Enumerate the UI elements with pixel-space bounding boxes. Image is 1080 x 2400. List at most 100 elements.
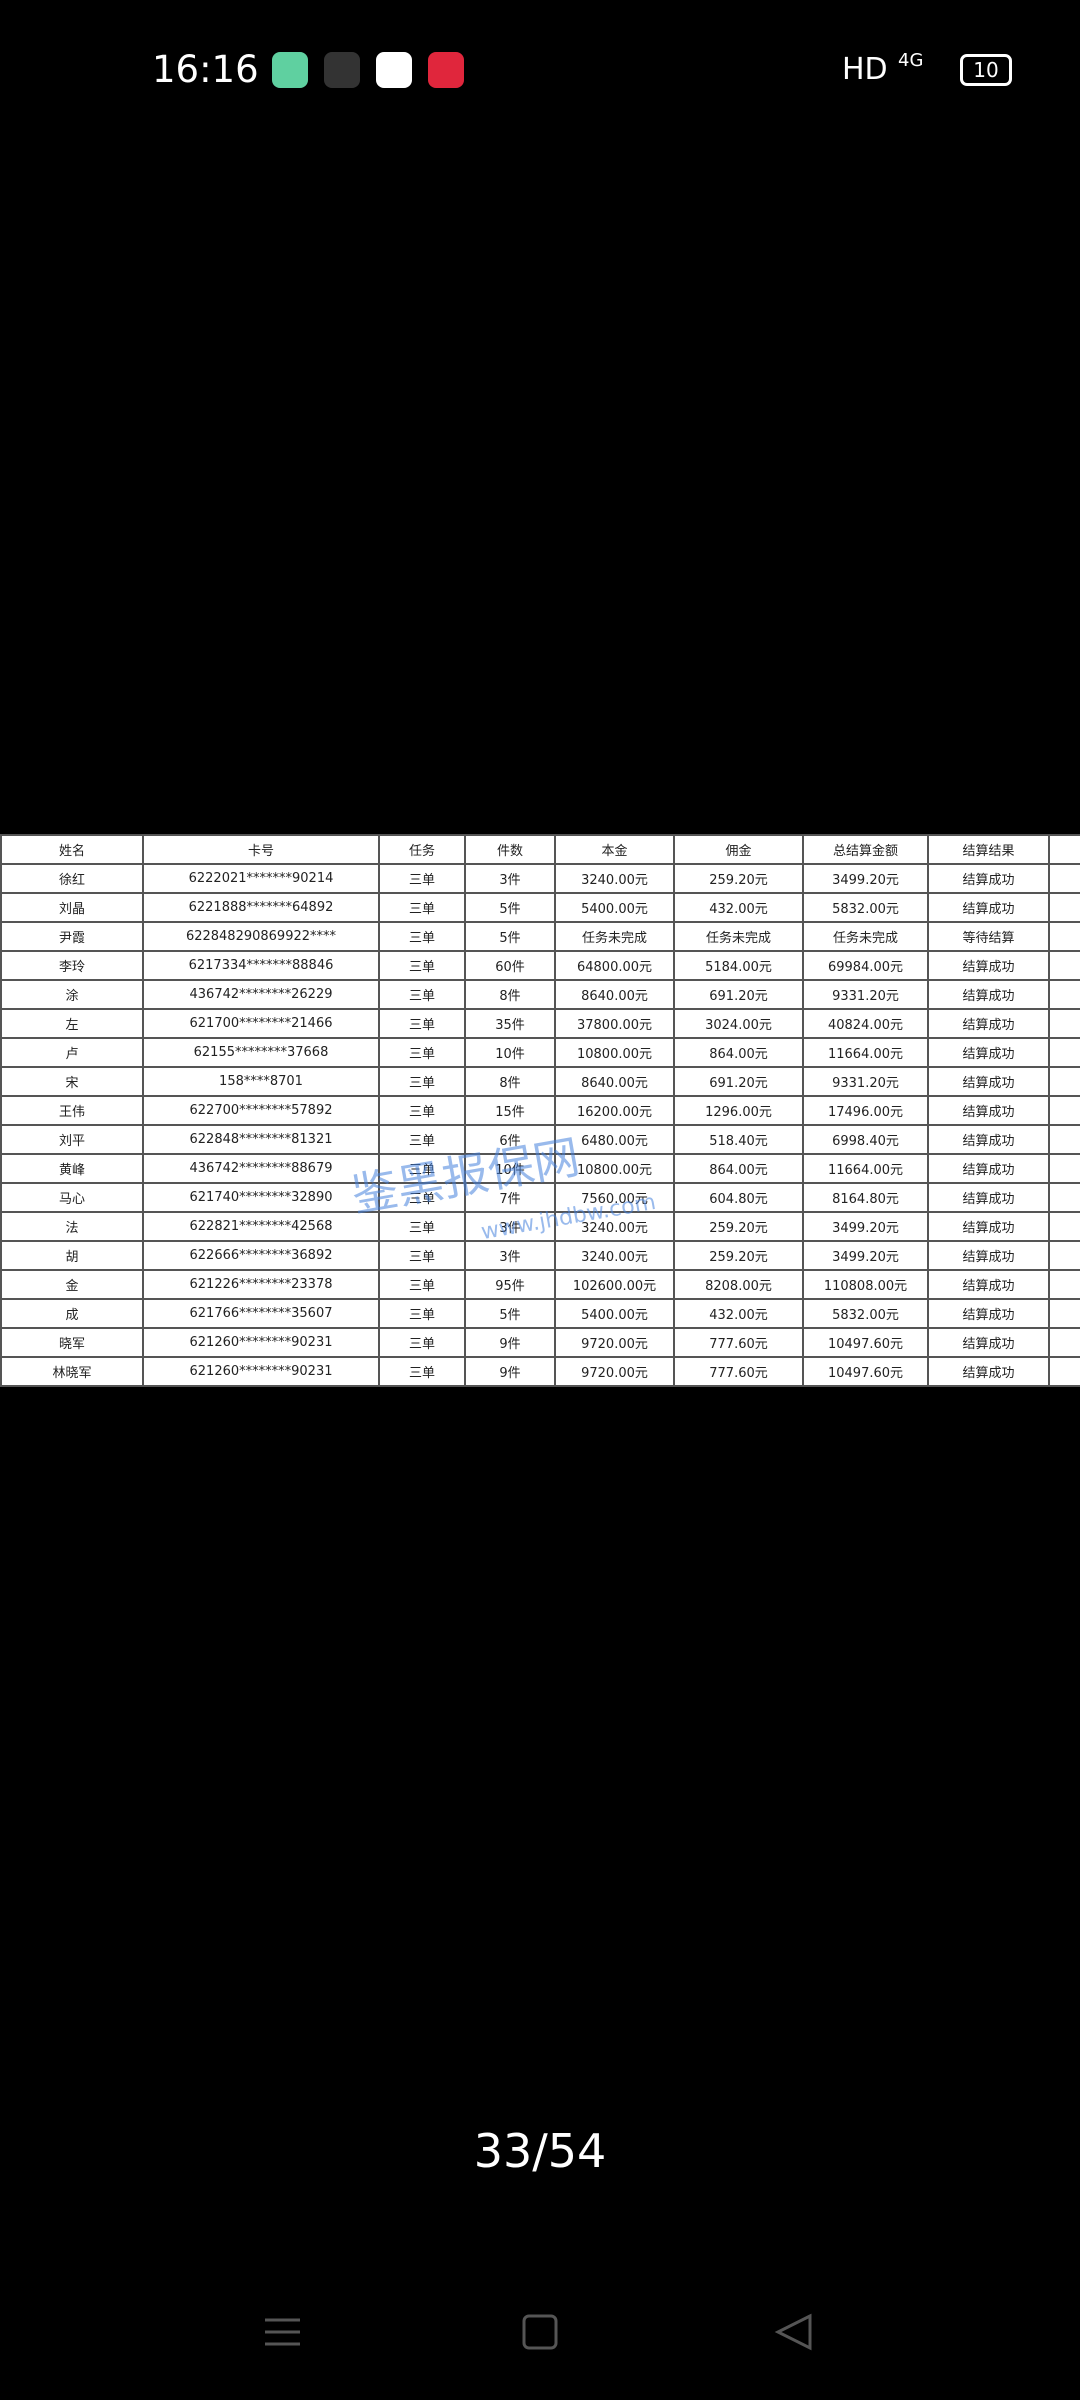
cell: 10件 <box>464 1037 556 1068</box>
cell: 结算成功 <box>927 950 1050 981</box>
cell: 结算成功 <box>927 1327 1050 1358</box>
cell: 本金 <box>554 834 675 865</box>
cell: 三单 <box>378 892 466 923</box>
empty-cell <box>1048 1182 1080 1213</box>
cell: 9331.20元 <box>802 979 929 1010</box>
cell: 622848290869922**** <box>142 921 380 952</box>
cell: 三单 <box>378 1211 466 1242</box>
empty-cell <box>1048 1356 1080 1387</box>
cell: 259.20元 <box>673 863 804 894</box>
cell: 158****8701 <box>142 1066 380 1097</box>
empty-cell <box>1048 1240 1080 1271</box>
cell: 37800.00元 <box>554 1008 675 1039</box>
cell: 三单 <box>378 1095 466 1126</box>
cell: 110808.00元 <box>802 1269 929 1300</box>
cell: 621226********23378 <box>142 1269 380 1300</box>
cell: 总结算金额 <box>802 834 929 865</box>
cell: 任务 <box>378 834 466 865</box>
cell: 三单 <box>378 921 466 952</box>
cell: 10800.00元 <box>554 1153 675 1184</box>
cell: 64800.00元 <box>554 950 675 981</box>
cell: 黄峰 <box>0 1153 144 1184</box>
cell: 结算成功 <box>927 1153 1050 1184</box>
cell: 6998.40元 <box>802 1124 929 1155</box>
table-row: 金 621226********23378 三单 95件 102600.00元 8208.… <box>0 1269 1080 1300</box>
cell: 9720.00元 <box>554 1356 675 1387</box>
empty-cell <box>1048 1095 1080 1126</box>
cell: 5400.00元 <box>554 892 675 923</box>
cell: 三单 <box>378 1153 466 1184</box>
table-row: 胡 622666********36892 三单 3件 3240.00元 259.20元 3… <box>0 1240 1080 1271</box>
cell: 7件 <box>464 1182 556 1213</box>
home-button[interactable] <box>522 2314 558 2350</box>
cell: 621260********90231 <box>142 1356 380 1387</box>
cell: 10497.60元 <box>802 1356 929 1387</box>
cell: 刘晶 <box>0 892 144 923</box>
cell: 691.20元 <box>673 1066 804 1097</box>
table-row: 左 621700********21466 三单 35件 37800.00元 3024.0… <box>0 1008 1080 1039</box>
cell: 卢 <box>0 1037 144 1068</box>
table-row: 徐红 6222021*******90214 三单 3件 3240.00元 259.20元… <box>0 863 1080 894</box>
cell: 1296.00元 <box>673 1095 804 1126</box>
cell: 10497.60元 <box>802 1327 929 1358</box>
cell: 涂 <box>0 979 144 1010</box>
cell: 777.60元 <box>673 1356 804 1387</box>
cell: 60件 <box>464 950 556 981</box>
cell: 左 <box>0 1008 144 1039</box>
cell: 林晓军 <box>0 1356 144 1387</box>
cell: 三单 <box>378 979 466 1010</box>
cell: 621700********21466 <box>142 1008 380 1039</box>
cell: 9331.20元 <box>802 1066 929 1097</box>
cell: 三单 <box>378 1240 466 1271</box>
cell: 三单 <box>378 1269 466 1300</box>
cell: 结算成功 <box>927 1066 1050 1097</box>
cell: 8208.00元 <box>673 1269 804 1300</box>
table-row: 宋 158****8701 三单 8件 8640.00元 691.20元 9331.20元结… <box>0 1066 1080 1097</box>
cell: 6217334*******88846 <box>142 950 380 981</box>
cell: 三单 <box>378 950 466 981</box>
cell: 结算成功 <box>927 1095 1050 1126</box>
cell: 621766********35607 <box>142 1298 380 1329</box>
notification-icons <box>272 52 480 88</box>
empty-cell <box>1048 892 1080 923</box>
cell: 5400.00元 <box>554 1298 675 1329</box>
cell: 宋 <box>0 1066 144 1097</box>
cell: 3499.20元 <box>802 863 929 894</box>
cell: 9件 <box>464 1327 556 1358</box>
cell: 15件 <box>464 1095 556 1126</box>
empty-cell <box>1048 1008 1080 1039</box>
cell: 结算成功 <box>927 1240 1050 1271</box>
cell: 864.00元 <box>673 1037 804 1068</box>
table-row: 成 621766********35607 三单 5件 5400.00元 432.00元 5… <box>0 1298 1080 1329</box>
status-bar: 16:16 HD 4G 10 <box>0 0 1080 140</box>
empty-cell <box>1048 1327 1080 1358</box>
cell: 777.60元 <box>673 1327 804 1358</box>
cell: 102600.00元 <box>554 1269 675 1300</box>
cell: 徐红 <box>0 863 144 894</box>
cell: 40824.00元 <box>802 1008 929 1039</box>
cell: 三单 <box>378 1182 466 1213</box>
cell: 3240.00元 <box>554 1211 675 1242</box>
cell: 432.00元 <box>673 1298 804 1329</box>
empty-cell <box>1048 1037 1080 1068</box>
cell: 结算结果 <box>927 834 1050 865</box>
cell: 17496.00元 <box>802 1095 929 1126</box>
header-row: 姓名 卡号 任务 件数 本金 佣金 总结算金额 结算结果 <box>0 834 1080 865</box>
cell: 三单 <box>378 1008 466 1039</box>
cell: 622700********57892 <box>142 1095 380 1126</box>
cell: 尹霞 <box>0 921 144 952</box>
cell: 11664.00元 <box>802 1037 929 1068</box>
cell: 622666********36892 <box>142 1240 380 1271</box>
cell: 三单 <box>378 1124 466 1155</box>
cell: 432.00元 <box>673 892 804 923</box>
cell: 3499.20元 <box>802 1211 929 1242</box>
cell: 卡号 <box>142 834 380 865</box>
page-counter: 33/54 <box>473 2124 607 2178</box>
table-row: 王伟 622700********57892 三单 15件 16200.00元 1296.… <box>0 1095 1080 1126</box>
cell: 5件 <box>464 921 556 952</box>
cell: 95件 <box>464 1269 556 1300</box>
empty-cell <box>1048 979 1080 1010</box>
nav-bar <box>265 2313 812 2351</box>
cell: 5件 <box>464 1298 556 1329</box>
back-button[interactable] <box>774 2313 812 2351</box>
